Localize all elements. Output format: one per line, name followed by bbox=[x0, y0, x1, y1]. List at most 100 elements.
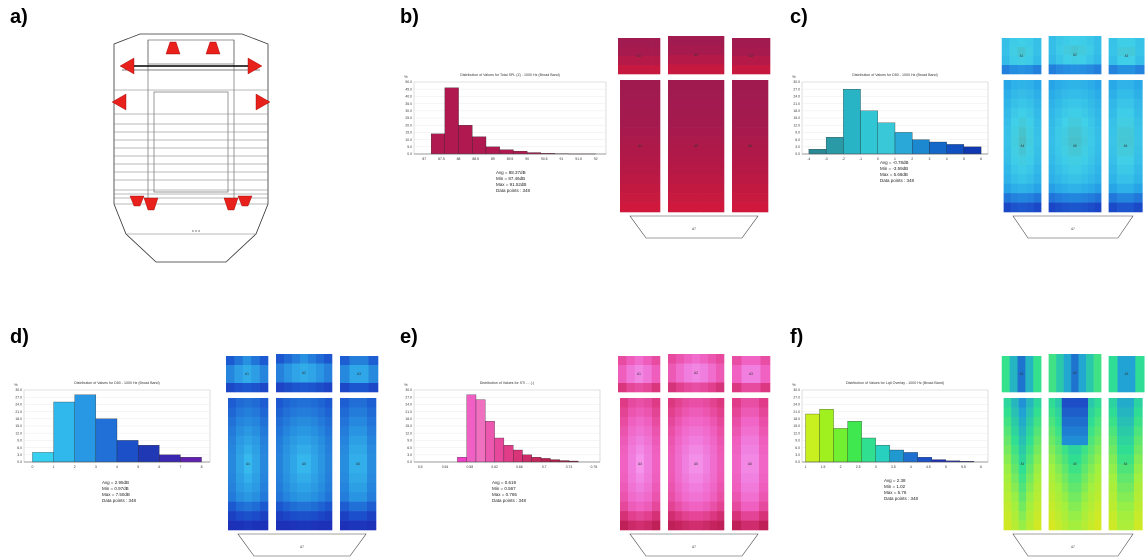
heatmap-cell bbox=[276, 435, 284, 446]
heatmap-cell bbox=[1048, 501, 1056, 512]
heatmap-cell bbox=[1018, 407, 1027, 418]
heatmap-cell bbox=[636, 80, 645, 90]
center-aisle-box bbox=[153, 91, 229, 193]
heatmap-cell bbox=[359, 356, 369, 366]
histogram-bar bbox=[95, 418, 118, 463]
heatmap-cell bbox=[228, 435, 237, 446]
heatmap-cell bbox=[644, 511, 653, 521]
heatmap-cell bbox=[652, 174, 661, 185]
heatmap-cell bbox=[1048, 354, 1057, 364]
heatmap-cell bbox=[760, 383, 771, 393]
heatmap-cell bbox=[1026, 426, 1034, 437]
heatmap-cell bbox=[1018, 445, 1027, 455]
heatmap-cell bbox=[1048, 464, 1056, 474]
heatmap-cell bbox=[741, 416, 751, 427]
heatmap-cell bbox=[1117, 435, 1126, 446]
heatmap-cell bbox=[710, 174, 718, 185]
x-tick-label: 6 bbox=[158, 465, 160, 469]
heatmap-cell bbox=[1003, 164, 1012, 175]
y-tick-label: 0.0 bbox=[17, 460, 22, 464]
heatmap-cell bbox=[358, 426, 368, 437]
heatmap-cell bbox=[732, 365, 742, 375]
heatmap-cell bbox=[732, 374, 742, 384]
heatmap-cell bbox=[1026, 117, 1034, 128]
heatmap-cell bbox=[1108, 482, 1118, 493]
heatmap-cell bbox=[750, 473, 760, 484]
heatmap-cell bbox=[311, 426, 319, 437]
heatmap-cell bbox=[340, 464, 350, 474]
heatmap-cell bbox=[1094, 108, 1102, 119]
heatmap-cell bbox=[1026, 501, 1034, 512]
heatmap-cell bbox=[1088, 193, 1095, 203]
heatmap-cell bbox=[283, 454, 291, 465]
heatmap-cell bbox=[668, 146, 676, 156]
heatmap-cell bbox=[636, 183, 645, 194]
heatmap-cell bbox=[1003, 416, 1012, 427]
heatmap-cell bbox=[1117, 38, 1127, 48]
heatmap-cell bbox=[1133, 454, 1143, 465]
heatmap-cell bbox=[1068, 426, 1076, 437]
y-tick-label: 40.0 bbox=[405, 95, 412, 99]
heatmap-cell bbox=[1071, 363, 1079, 374]
heatmap-cell bbox=[741, 383, 752, 393]
y-tick-label: 18.0 bbox=[793, 109, 800, 113]
heatmap-cell bbox=[340, 520, 350, 531]
heatmap-cell bbox=[349, 426, 359, 437]
heatmap-cell bbox=[717, 435, 725, 446]
heatmap-cell bbox=[260, 520, 269, 531]
heatmap-cell bbox=[1074, 454, 1082, 465]
heatmap-cell bbox=[283, 520, 291, 531]
heatmap-cell bbox=[1061, 89, 1069, 100]
stat-max: Max = 0.765 bbox=[492, 492, 517, 497]
heatmap-cell bbox=[1003, 108, 1012, 119]
floor-plan: x x x bbox=[111, 33, 271, 263]
x-tick-label: -4 bbox=[807, 157, 810, 161]
x-tick-label: 0.74 bbox=[566, 465, 573, 469]
heatmap-cell bbox=[1009, 383, 1018, 393]
heatmap-cell bbox=[710, 117, 718, 128]
heatmap-cell bbox=[1061, 482, 1069, 493]
heatmap-cell bbox=[620, 98, 629, 109]
heatmap-cell bbox=[1068, 416, 1076, 427]
heatmap-cell bbox=[696, 398, 704, 408]
histogram-bar bbox=[457, 457, 467, 463]
heatmap-cell bbox=[311, 435, 319, 446]
heatmap-cell bbox=[311, 416, 319, 427]
heatmap-cell bbox=[236, 426, 245, 437]
heatmap-cell bbox=[708, 36, 717, 46]
heatmap-cell bbox=[260, 445, 269, 455]
heatmap-cell bbox=[1026, 80, 1034, 90]
histogram-bar bbox=[472, 136, 487, 155]
heatmap-cell bbox=[652, 501, 661, 512]
heatmap-cell bbox=[311, 407, 319, 418]
heatmap-cell bbox=[349, 492, 359, 503]
heatmap-cell bbox=[236, 435, 245, 446]
heatmap-cell bbox=[1026, 445, 1034, 455]
heatmap-cell bbox=[244, 492, 253, 503]
heatmap-zone: A6 bbox=[732, 80, 769, 213]
heatmap-cell bbox=[1094, 464, 1102, 474]
zone-label: A3 bbox=[749, 54, 753, 58]
heatmap-cell bbox=[703, 454, 711, 465]
heatmap-cell bbox=[750, 501, 760, 512]
histogram-bar bbox=[503, 445, 514, 463]
heatmap-cell bbox=[1108, 136, 1118, 147]
heatmap-cell bbox=[236, 416, 245, 427]
heatmap-cell bbox=[668, 454, 676, 465]
heatmap-cell bbox=[1055, 473, 1063, 484]
heatmap-cell bbox=[340, 374, 350, 384]
histogram-bar bbox=[808, 149, 827, 155]
heatmap-cell bbox=[1011, 416, 1019, 427]
heatmap-cell bbox=[226, 365, 235, 375]
heatmap-cell bbox=[759, 445, 769, 455]
heatmap-cell bbox=[668, 183, 676, 194]
heatmap-zone: A4 bbox=[228, 398, 269, 531]
heatmap-cell bbox=[717, 164, 725, 175]
heatmap-cell bbox=[1033, 520, 1042, 531]
heatmap-cell bbox=[652, 155, 661, 166]
heatmap-cell bbox=[759, 454, 769, 465]
heatmap-cell bbox=[349, 383, 360, 393]
heatmap-cell bbox=[1033, 174, 1042, 185]
heatmap-cell bbox=[358, 482, 368, 493]
heatmap-cell bbox=[1108, 356, 1118, 366]
